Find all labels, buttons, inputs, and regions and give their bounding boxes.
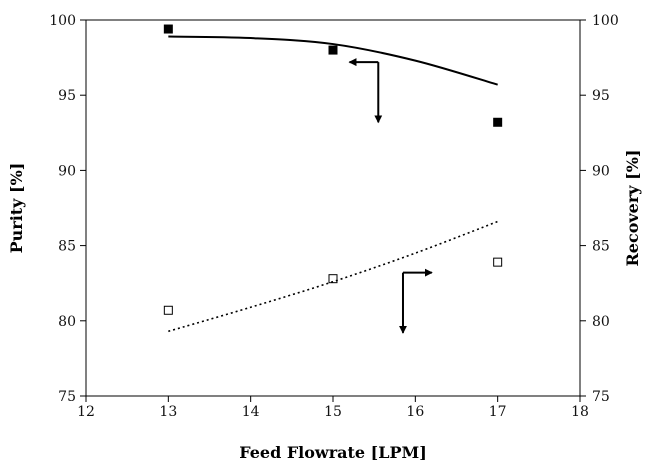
y-left-axis-title: Purity [%] (7, 163, 26, 254)
y-right-tick-label: 75 (592, 389, 610, 405)
y-right-tick-label: 85 (592, 239, 610, 255)
y-left-tick-label: 85 (58, 239, 76, 255)
axis-pointer-arrow-right (403, 273, 432, 333)
y-left-tick-label: 75 (58, 389, 76, 405)
x-tick-label: 16 (406, 404, 424, 420)
x-tick-label: 12 (77, 404, 95, 420)
y-right-tick-label: 100 (592, 13, 619, 29)
x-tick-label: 14 (242, 404, 260, 420)
y-left-tick-label: 80 (58, 314, 76, 330)
y-left-tick-label: 95 (58, 88, 76, 104)
y-right-tick-label: 80 (592, 314, 610, 330)
x-tick-label: 18 (571, 404, 589, 420)
purity-measured-point (164, 25, 172, 33)
purity-measured-point (494, 118, 502, 126)
recovery-measured-point (164, 306, 172, 314)
recovery-measured-point (329, 275, 337, 283)
y-right-tick-label: 90 (592, 163, 610, 179)
y-left-tick-label: 100 (49, 13, 76, 29)
y-left-tick-label: 90 (58, 163, 76, 179)
x-tick-label: 17 (489, 404, 507, 420)
purity-measured-point (329, 46, 337, 54)
recovery-measured-point (494, 258, 502, 266)
y-right-tick-label: 95 (592, 88, 610, 104)
purity-model-line (168, 37, 497, 85)
x-tick-label: 13 (159, 404, 177, 420)
axis-pointer-arrow-left (349, 62, 378, 122)
plot-area-frame (86, 20, 580, 396)
y-right-axis-title: Recovery [%] (623, 149, 642, 266)
x-tick-label: 15 (324, 404, 342, 420)
x-axis-title: Feed Flowrate [LPM] (239, 443, 427, 462)
